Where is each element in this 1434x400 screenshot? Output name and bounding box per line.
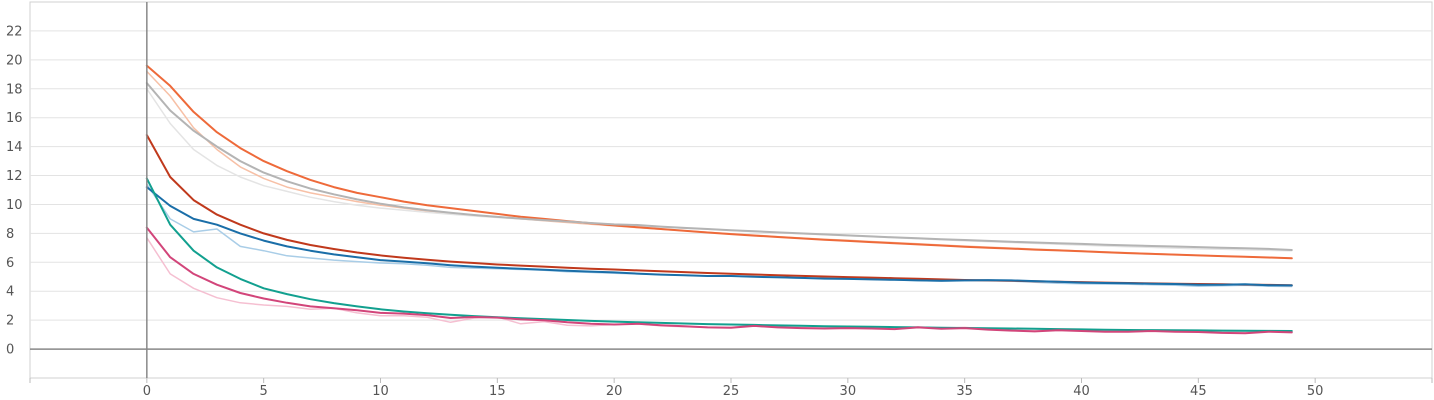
y-tick-label: 8 — [6, 227, 14, 242]
x-tick-label: 15 — [489, 384, 506, 399]
y-tick-label: 18 — [6, 82, 23, 97]
series-line-3 — [145, 82, 1293, 251]
series-line-8 — [145, 177, 1293, 332]
x-tick-label: 35 — [956, 384, 973, 399]
y-tick-label: 10 — [6, 198, 23, 213]
x-tick-label: 30 — [840, 384, 857, 399]
series-line-6 — [145, 186, 1293, 287]
x-tick-label: 5 — [260, 384, 268, 399]
y-tick-label: 22 — [6, 24, 23, 39]
x-tick-label: 25 — [723, 384, 740, 399]
y-tick-label: 0 — [6, 343, 14, 358]
plot-frame — [29, 1, 1433, 379]
y-tick-label: 2 — [6, 314, 14, 329]
x-tick-label: 40 — [1073, 384, 1090, 399]
x-tick-label: 0 — [143, 384, 151, 399]
series-line-9 — [145, 226, 1293, 335]
y-tick-label: 20 — [6, 53, 23, 68]
x-tick-label: 10 — [372, 384, 389, 399]
series-line-1 — [145, 64, 1293, 260]
x-tick-label: 20 — [606, 384, 623, 399]
x-tick-label: 45 — [1190, 384, 1207, 399]
tick-labels: 0 2 4 6 8 10 12 14 16 18 20 22 0 5 10 15 20 25 30 35 40 45 50 — [6, 24, 1323, 399]
y-tick-label: 12 — [6, 169, 23, 184]
series-lines — [145, 64, 1293, 335]
x-tick-label: 50 — [1307, 384, 1324, 399]
series-line-4 — [146, 88, 1293, 252]
y-tick-label: 4 — [6, 285, 14, 300]
grid-lines — [29, 1, 1433, 379]
axes — [29, 2, 1433, 383]
y-tick-label: 16 — [6, 111, 23, 126]
y-tick-label: 6 — [6, 256, 14, 271]
y-tick-label: 14 — [6, 140, 23, 155]
series-line-7 — [146, 183, 1293, 288]
